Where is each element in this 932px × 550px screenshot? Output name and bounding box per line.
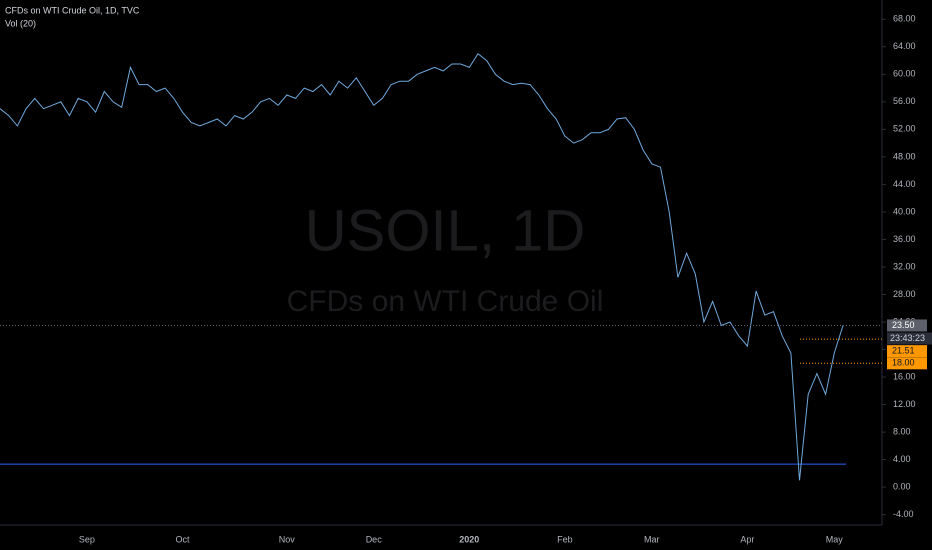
indicator-label: Vol (20) [5,18,36,28]
y-tick-label: 52.00 [893,124,916,134]
x-tick-label: Dec [366,534,383,544]
price-marker-label: 21.51 [892,346,915,356]
y-tick-label: 28.00 [893,289,916,299]
x-tick-label: Nov [279,534,296,544]
y-tick-label: 0.00 [893,482,911,492]
y-tick-label: 56.00 [893,96,916,106]
chart-title: CFDs on WTI Crude Oil, 1D, TVC [5,5,140,15]
y-tick-label: 8.00 [893,426,911,436]
y-tick-label: 68.00 [893,14,916,24]
y-tick-label: 40.00 [893,206,916,216]
countdown-box [887,332,932,345]
price-marker-label: 23.50 [892,320,915,330]
x-tick-label: Apr [740,534,754,544]
y-tick-label: 36.00 [893,234,916,244]
price-marker-label: 18.00 [892,358,915,368]
price-marker-box [887,345,927,358]
y-tick-label: 12.00 [893,399,916,409]
x-tick-label: Feb [557,534,573,544]
x-tick-label: Oct [175,534,190,544]
y-tick-label: 48.00 [893,151,916,161]
x-tick-label: 2020 [459,534,479,544]
y-tick-label: -4.00 [893,509,914,519]
y-tick-label: 4.00 [893,454,911,464]
countdown: 23:43:23 [890,333,925,343]
y-tick-label: 64.00 [893,41,916,51]
price-marker-box [887,357,927,370]
x-tick-label: Mar [644,534,660,544]
y-tick-label: 60.00 [893,69,916,79]
x-tick-label: May [826,534,844,544]
y-tick-label: 32.00 [893,261,916,271]
y-tick-label: 44.00 [893,179,916,189]
watermark: USOIL, 1D [305,198,585,263]
y-tick-label: 16.00 [893,371,916,381]
watermark: CFDs on WTI Crude Oil [287,285,604,318]
price-line [0,52,844,481]
price-marker-box [887,319,927,332]
x-tick-label: Sep [79,534,95,544]
